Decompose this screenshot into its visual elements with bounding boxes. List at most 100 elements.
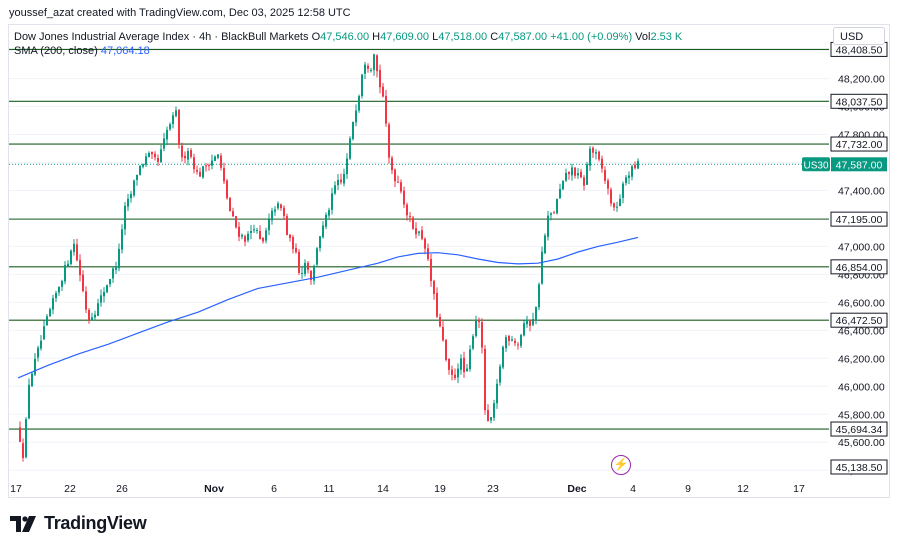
svg-text:48,408.50: 48,408.50 [836, 44, 883, 56]
candle [355, 104, 357, 127]
candle [499, 364, 501, 386]
sma-label[interactable]: SMA (200, close) [14, 45, 98, 57]
y-tick-label: 46,000.00 [838, 381, 885, 393]
candle [43, 320, 45, 340]
candle [304, 259, 306, 277]
candle [433, 279, 435, 300]
candle [136, 174, 138, 186]
level-label: 46,854.00 [830, 259, 888, 275]
candle [253, 224, 255, 233]
candle [538, 282, 540, 311]
candle [376, 54, 378, 78]
candle [202, 165, 204, 179]
candle [511, 336, 513, 342]
currency-button[interactable]: USD [833, 27, 885, 45]
svg-text:47,195.00: 47,195.00 [836, 214, 883, 226]
candle [28, 378, 30, 420]
candle [463, 351, 465, 378]
candle [571, 163, 573, 181]
level-label: 47,195.00 [830, 211, 888, 227]
candle [361, 73, 363, 99]
candle [505, 334, 507, 352]
candle [541, 246, 543, 285]
candle [415, 222, 417, 239]
candle [589, 145, 591, 171]
svg-text:45,694.34: 45,694.34 [836, 424, 883, 436]
svg-text:46,472.50: 46,472.50 [836, 315, 883, 327]
level-label: 46,472.50 [830, 312, 888, 328]
volume-value: 2.53 K [650, 31, 683, 43]
candle [292, 234, 294, 254]
candle [469, 345, 471, 372]
y-tick-label: 45,800.00 [838, 409, 885, 421]
candle [481, 318, 483, 354]
candle [316, 246, 318, 267]
level-label: 45,138.50 [830, 459, 888, 475]
tradingview-logo-icon [10, 515, 36, 532]
candle [229, 197, 231, 212]
candle [445, 339, 447, 362]
svg-text:48,037.50: 48,037.50 [836, 96, 883, 108]
x-tick-label: 9 [685, 483, 691, 495]
candle [49, 307, 51, 318]
candle [130, 191, 132, 203]
symbol-description[interactable]: Dow Jones Industrial Average Index · 4h … [14, 31, 309, 43]
candle [391, 155, 393, 175]
candle [112, 266, 114, 283]
candle [349, 136, 351, 160]
candle [208, 163, 210, 171]
candle [418, 230, 420, 236]
candle [64, 261, 66, 285]
candle [496, 378, 498, 409]
candle [412, 215, 414, 230]
candle [241, 233, 243, 240]
level-label: 48,037.50 [830, 93, 888, 109]
candle [409, 211, 411, 223]
candle [103, 287, 105, 303]
candle [286, 213, 288, 236]
candle [193, 153, 195, 174]
candle [226, 178, 228, 200]
candle [301, 266, 303, 279]
candle [283, 205, 285, 220]
candle [55, 290, 57, 302]
candle [217, 154, 219, 160]
candle [91, 312, 93, 321]
candle [100, 289, 102, 307]
candle [238, 221, 240, 242]
low-label: L [432, 31, 439, 43]
candle [568, 171, 570, 180]
candle [559, 183, 561, 199]
candle [385, 89, 387, 127]
candle [298, 249, 300, 275]
tradingview-logo[interactable]: TradingView [10, 513, 147, 534]
candle [97, 298, 99, 317]
candle [262, 237, 264, 244]
candle [367, 63, 369, 73]
level-label: 47,732.00 [830, 136, 888, 152]
candle [31, 371, 33, 388]
candle [526, 315, 528, 328]
candle [37, 345, 39, 362]
candle [598, 150, 600, 162]
candle [250, 225, 252, 240]
x-tick-label: 4 [630, 483, 636, 495]
candle [169, 122, 171, 131]
lightning-bolt-icon[interactable]: ⚡ [611, 455, 631, 475]
candle [73, 239, 75, 256]
candle [370, 67, 372, 73]
candle [79, 254, 81, 282]
x-tick-label: 26 [116, 483, 128, 495]
candle [58, 286, 60, 296]
candle [157, 154, 159, 166]
candle [25, 417, 27, 459]
brand-wordmark: TradingView [44, 513, 147, 533]
candle [439, 313, 441, 328]
candle [484, 345, 486, 415]
candle [403, 186, 405, 208]
x-tick-label: 22 [64, 483, 76, 495]
candle [490, 416, 492, 424]
candle [118, 243, 120, 272]
candle [121, 224, 123, 254]
